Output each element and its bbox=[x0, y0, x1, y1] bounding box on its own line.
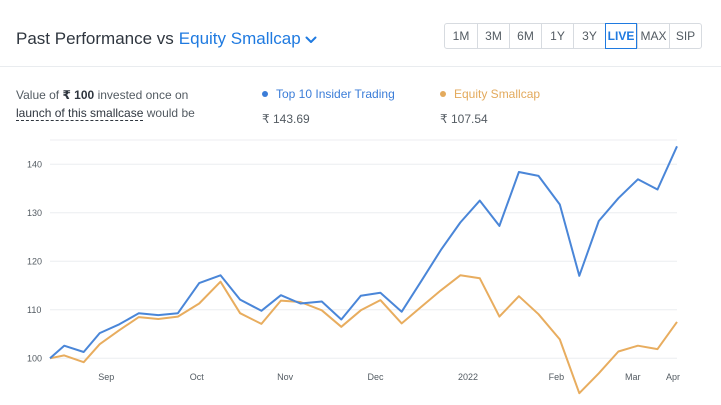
chevron-down-icon bbox=[305, 36, 317, 43]
info-suffix: invested once on bbox=[97, 88, 189, 102]
legend-label-benchmark: Equity Smallcap bbox=[454, 87, 541, 101]
legend-benchmark: Equity Smallcap ₹ 107.54 bbox=[440, 86, 540, 126]
x-tick-label: Apr bbox=[666, 372, 680, 382]
legend-value-smallcase: ₹ 143.69 bbox=[262, 112, 310, 126]
info-prefix: Value of bbox=[16, 88, 60, 102]
period-6m[interactable]: 6M bbox=[509, 24, 541, 48]
period-3m[interactable]: 3M bbox=[477, 24, 509, 48]
y-tick-label: 130 bbox=[27, 208, 42, 218]
period-selector: 1M 3M 6M 1Y 3Y LIVE MAX SIP bbox=[444, 23, 702, 49]
x-tick-label: Nov bbox=[277, 372, 294, 382]
y-tick-label: 140 bbox=[27, 159, 42, 169]
period-1m[interactable]: 1M bbox=[452, 29, 470, 43]
y-tick-label: 120 bbox=[27, 256, 42, 266]
y-tick-label: 100 bbox=[27, 353, 42, 363]
invested-amount: ₹ 100 bbox=[62, 88, 95, 102]
benchmark-name: Equity Smallcap bbox=[178, 29, 301, 48]
page-title: Past Performance vs bbox=[16, 29, 174, 48]
period-max[interactable]: MAX bbox=[637, 24, 669, 48]
legend-dot-smallcase bbox=[262, 91, 268, 97]
investment-info: Value of ₹ 100 invested once on launch o… bbox=[16, 86, 195, 122]
x-tick-label: Oct bbox=[190, 372, 205, 382]
benchmark-selector[interactable]: Equity Smallcap bbox=[179, 29, 317, 49]
performance-chart: 100 110 120 130 140 Sep Oct Nov Dec 2022 Feb Mar Ap… bbox=[27, 139, 680, 395]
x-tick-label: Mar bbox=[625, 372, 641, 382]
y-tick-label: 110 bbox=[27, 305, 41, 315]
period-live[interactable]: LIVE bbox=[605, 23, 637, 49]
x-tick-label: 2022 bbox=[458, 372, 478, 382]
legend-value-benchmark: ₹ 107.54 bbox=[440, 112, 488, 126]
launch-link[interactable]: launch of this smallcase bbox=[16, 106, 144, 121]
legend-dot-benchmark bbox=[440, 91, 446, 97]
x-tick-label: Dec bbox=[368, 372, 385, 382]
chart-header: Past Performance vs Equity Smallcap bbox=[16, 27, 317, 51]
legend-smallcase: Top 10 Insider Trading ₹ 143.69 bbox=[262, 86, 395, 126]
series-line-benchmark bbox=[49, 274, 678, 395]
series-line-smallcase bbox=[49, 145, 678, 360]
legend-label-smallcase: Top 10 Insider Trading bbox=[276, 87, 395, 101]
period-3y[interactable]: 3Y bbox=[573, 24, 605, 48]
period-sip[interactable]: SIP bbox=[669, 24, 701, 48]
header-divider bbox=[0, 66, 721, 67]
period-1y[interactable]: 1Y bbox=[541, 24, 573, 48]
x-tick-label: Sep bbox=[98, 372, 114, 382]
info-line2-suffix: would be bbox=[146, 106, 195, 120]
x-tick-label: Feb bbox=[549, 372, 565, 382]
